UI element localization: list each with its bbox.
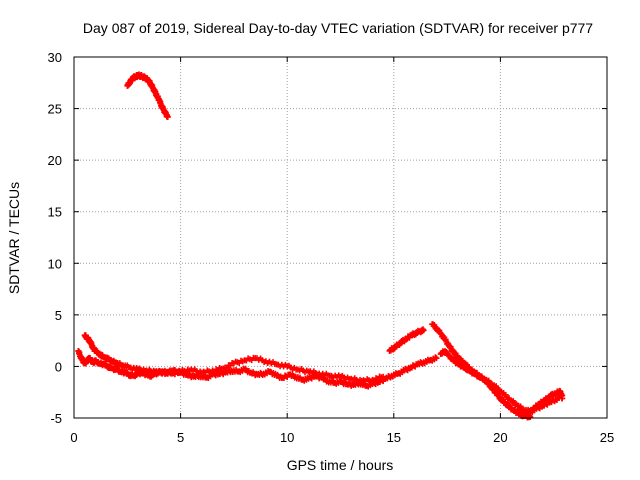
plot-frame [73,56,608,419]
x-tick-label: 15 [387,430,401,445]
x-tick-label: 5 [177,430,184,445]
point-arc-high [164,113,171,120]
x-tick-label: 0 [70,430,77,445]
point-main-b [380,373,387,380]
y-tick-label: 30 [48,50,62,65]
y-tick-label: 0 [55,359,62,374]
x-axis-ticks: 0 5 10 15 20 25 [70,57,614,445]
point-late-b [559,395,566,402]
y-tick-label: -5 [50,411,62,426]
x-axis-label: GPS time / hours [287,457,394,473]
y-tick-label: 5 [55,308,62,323]
x-tick-label: 20 [493,430,507,445]
data-points [75,71,566,421]
y-axis-ticks: -5 0 5 10 15 20 25 30 [48,50,607,426]
x-tick-label: 10 [280,430,294,445]
y-axis-label: SDTVAR / TECUs [6,182,22,294]
x-tick-label: 25 [600,430,614,445]
grid [74,57,607,418]
y-tick-label: 15 [48,205,62,220]
y-tick-label: 20 [48,153,62,168]
y-tick-label: 25 [48,102,62,117]
y-tick-label: 10 [48,256,62,271]
point-main-a [432,354,439,361]
point-late-a [495,386,502,393]
point-main-a [433,355,440,362]
chart-title: Day 087 of 2019, Sidereal Day-to-day VTE… [83,20,593,36]
point-arc-mid [420,327,427,334]
